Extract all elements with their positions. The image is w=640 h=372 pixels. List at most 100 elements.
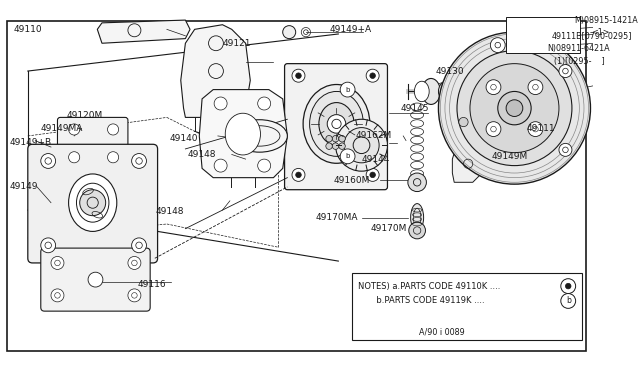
- Text: (1)[0295-    ]: (1)[0295- ]: [554, 57, 605, 66]
- Circle shape: [132, 154, 147, 169]
- Circle shape: [51, 256, 64, 269]
- Text: 49110: 49110: [14, 25, 42, 34]
- Circle shape: [292, 169, 305, 182]
- Circle shape: [108, 124, 118, 135]
- Circle shape: [544, 31, 559, 46]
- Circle shape: [327, 115, 346, 133]
- Text: 49148: 49148: [188, 150, 216, 159]
- Circle shape: [486, 122, 501, 137]
- Text: b.PARTS CODE 49119K ....: b.PARTS CODE 49119K ....: [358, 296, 484, 305]
- Text: 49149+A: 49149+A: [329, 25, 371, 34]
- Text: 49145: 49145: [401, 104, 429, 113]
- Circle shape: [339, 135, 346, 142]
- Ellipse shape: [459, 84, 468, 99]
- Circle shape: [296, 73, 301, 78]
- Circle shape: [128, 289, 141, 302]
- Circle shape: [470, 64, 559, 153]
- Text: NOTES) a.PARTS CODE 49110K ....: NOTES) a.PARTS CODE 49110K ....: [358, 282, 500, 291]
- FancyBboxPatch shape: [41, 248, 150, 311]
- Circle shape: [370, 172, 376, 178]
- Text: 49144: 49144: [362, 155, 390, 164]
- Circle shape: [566, 283, 571, 289]
- Polygon shape: [199, 90, 287, 178]
- Ellipse shape: [438, 82, 451, 101]
- Polygon shape: [452, 119, 482, 182]
- Circle shape: [41, 154, 56, 169]
- Text: b: b: [346, 153, 350, 159]
- Text: 49148: 49148: [156, 208, 184, 217]
- FancyBboxPatch shape: [58, 118, 128, 174]
- Circle shape: [258, 97, 271, 110]
- Circle shape: [326, 135, 332, 142]
- Text: 49149+B: 49149+B: [9, 138, 51, 147]
- Text: 49111B[0790-0295]: 49111B[0790-0295]: [552, 31, 632, 40]
- Circle shape: [344, 128, 379, 163]
- Text: A/90 i 0089: A/90 i 0089: [419, 328, 465, 337]
- Text: <1>: <1>: [591, 28, 610, 36]
- Circle shape: [132, 238, 147, 253]
- Bar: [506, 17, 580, 52]
- Text: 49140: 49140: [170, 134, 198, 143]
- Polygon shape: [97, 20, 190, 43]
- Circle shape: [51, 289, 64, 302]
- FancyBboxPatch shape: [285, 64, 387, 190]
- Circle shape: [366, 69, 379, 82]
- Ellipse shape: [319, 103, 354, 145]
- Ellipse shape: [422, 78, 440, 105]
- Ellipse shape: [232, 120, 287, 152]
- Circle shape: [326, 143, 332, 150]
- Circle shape: [80, 190, 106, 216]
- Circle shape: [258, 159, 271, 172]
- Circle shape: [438, 32, 591, 184]
- Circle shape: [559, 65, 572, 77]
- Circle shape: [339, 143, 346, 150]
- Circle shape: [486, 80, 501, 94]
- Ellipse shape: [414, 81, 429, 102]
- Ellipse shape: [303, 84, 370, 163]
- Text: M)08915-1421A: M)08915-1421A: [575, 16, 639, 25]
- Text: 49111: 49111: [527, 124, 555, 133]
- Circle shape: [561, 279, 575, 294]
- Circle shape: [457, 51, 572, 166]
- Circle shape: [370, 73, 376, 78]
- Text: 49149MA: 49149MA: [41, 124, 83, 133]
- Text: 49120M: 49120M: [67, 111, 103, 120]
- Circle shape: [559, 143, 572, 156]
- Circle shape: [528, 80, 543, 94]
- Circle shape: [296, 172, 301, 178]
- Text: 49121: 49121: [223, 39, 251, 48]
- Text: 49149: 49149: [9, 182, 38, 192]
- Circle shape: [459, 118, 468, 127]
- Polygon shape: [180, 25, 250, 118]
- Circle shape: [506, 100, 523, 116]
- Text: 49116: 49116: [137, 280, 166, 289]
- Ellipse shape: [68, 174, 116, 231]
- FancyBboxPatch shape: [28, 144, 157, 263]
- Circle shape: [366, 169, 379, 182]
- Text: 49170MA: 49170MA: [315, 213, 358, 222]
- Text: b: b: [566, 296, 571, 305]
- Circle shape: [528, 122, 543, 137]
- Circle shape: [214, 97, 227, 110]
- Circle shape: [490, 38, 505, 52]
- Circle shape: [214, 159, 227, 172]
- Circle shape: [88, 272, 103, 287]
- Ellipse shape: [411, 203, 424, 231]
- Ellipse shape: [225, 113, 260, 155]
- Circle shape: [41, 238, 56, 253]
- Circle shape: [292, 69, 305, 82]
- Circle shape: [283, 26, 296, 39]
- Circle shape: [335, 119, 387, 171]
- Text: 49149M: 49149M: [492, 152, 527, 161]
- Circle shape: [108, 152, 118, 163]
- Text: b: b: [346, 87, 350, 93]
- Bar: [352, 273, 582, 340]
- Circle shape: [340, 149, 355, 164]
- Circle shape: [498, 92, 531, 125]
- Circle shape: [527, 42, 538, 54]
- Circle shape: [68, 152, 80, 163]
- Circle shape: [332, 135, 339, 142]
- Circle shape: [408, 173, 426, 192]
- Circle shape: [68, 124, 80, 135]
- Text: 49170M: 49170M: [371, 224, 407, 233]
